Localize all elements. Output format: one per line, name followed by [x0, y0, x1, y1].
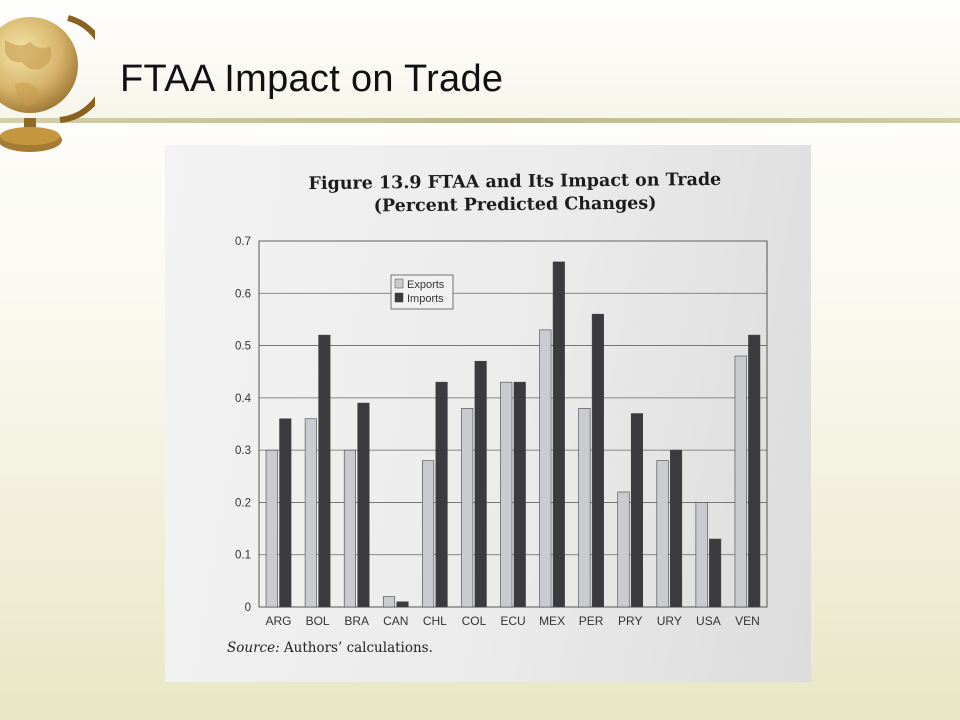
bar-imports-can [396, 601, 409, 608]
bar-imports-mex [552, 261, 565, 608]
source-note: Source: Authors’ calculations. [227, 640, 433, 656]
x-tick-label: USA [696, 614, 721, 628]
bar-exports-col [461, 408, 474, 608]
bar-imports-bol [318, 334, 331, 608]
x-tick-label: ECU [500, 614, 525, 628]
bar-exports-bra [343, 449, 356, 608]
bar-imports-ven [748, 334, 761, 608]
x-tick-label: COL [462, 614, 487, 628]
bar-imports-per [591, 313, 604, 608]
scanned-figure: Figure 13.9 FTAA and Its Impact on Trade… [165, 145, 811, 682]
title-divider [0, 118, 960, 123]
x-tick-label: PRY [618, 614, 642, 628]
bar-exports-mex [539, 329, 552, 608]
legend-label: Exports [407, 279, 445, 291]
x-tick-label: BRA [344, 614, 369, 628]
x-tick-label: URY [657, 614, 682, 628]
bar-imports-pry [630, 413, 644, 608]
y-tick-label: 0.4 [235, 393, 252, 405]
legend-swatch [394, 278, 404, 289]
bar-exports-pry [617, 491, 630, 608]
bar-imports-bra [357, 402, 370, 608]
bar-exports-arg [265, 449, 278, 608]
globe-icon [0, 15, 95, 152]
bar-exports-per [578, 408, 591, 608]
bar-imports-arg [279, 418, 292, 608]
y-tick-label: 0.1 [235, 550, 251, 562]
slide-title: FTAA Impact on Trade [120, 58, 504, 100]
bar-exports-ven [734, 355, 747, 608]
bar-imports-ecu [513, 381, 526, 608]
y-tick-label: 0.2 [235, 497, 251, 509]
y-tick-label: 0.5 [235, 341, 251, 353]
bar-imports-col [474, 360, 487, 608]
bar-exports-chl [422, 460, 435, 608]
bar-exports-bol [304, 418, 317, 608]
legend-swatch [394, 292, 404, 303]
bar-exports-can [382, 596, 396, 608]
source-label: Source: [227, 640, 280, 656]
bar-exports-ury [656, 460, 669, 608]
bar-imports-usa [709, 538, 722, 608]
title-band [0, 0, 960, 120]
x-tick-label: CAN [383, 614, 408, 628]
bar-imports-chl [435, 381, 448, 608]
x-tick-label: PER [579, 614, 604, 628]
x-tick-label: ARG [266, 614, 292, 628]
x-tick-label: MEX [539, 614, 565, 628]
x-tick-label: CHL [423, 614, 447, 628]
source-text: Authors’ calculations. [279, 640, 433, 656]
y-tick-label: 0 [245, 602, 251, 614]
bar-imports-ury [670, 449, 683, 608]
y-tick-label: 0.3 [235, 445, 251, 457]
x-tick-label: BOL [306, 614, 330, 628]
legend-label: Imports [407, 293, 444, 305]
y-tick-label: 0.7 [235, 236, 251, 248]
bar-chart: 0 0.1 0.2 0.3 0.4 0.5 0.6 0.7 ARG BOL BRA CAN CHL COL… [235, 236, 768, 628]
x-tick-label: VEN [735, 614, 760, 628]
y-tick-label: 0.6 [235, 288, 251, 300]
bar-exports-usa [695, 502, 708, 608]
bar-exports-ecu [500, 381, 513, 608]
plot-frame [258, 240, 768, 608]
